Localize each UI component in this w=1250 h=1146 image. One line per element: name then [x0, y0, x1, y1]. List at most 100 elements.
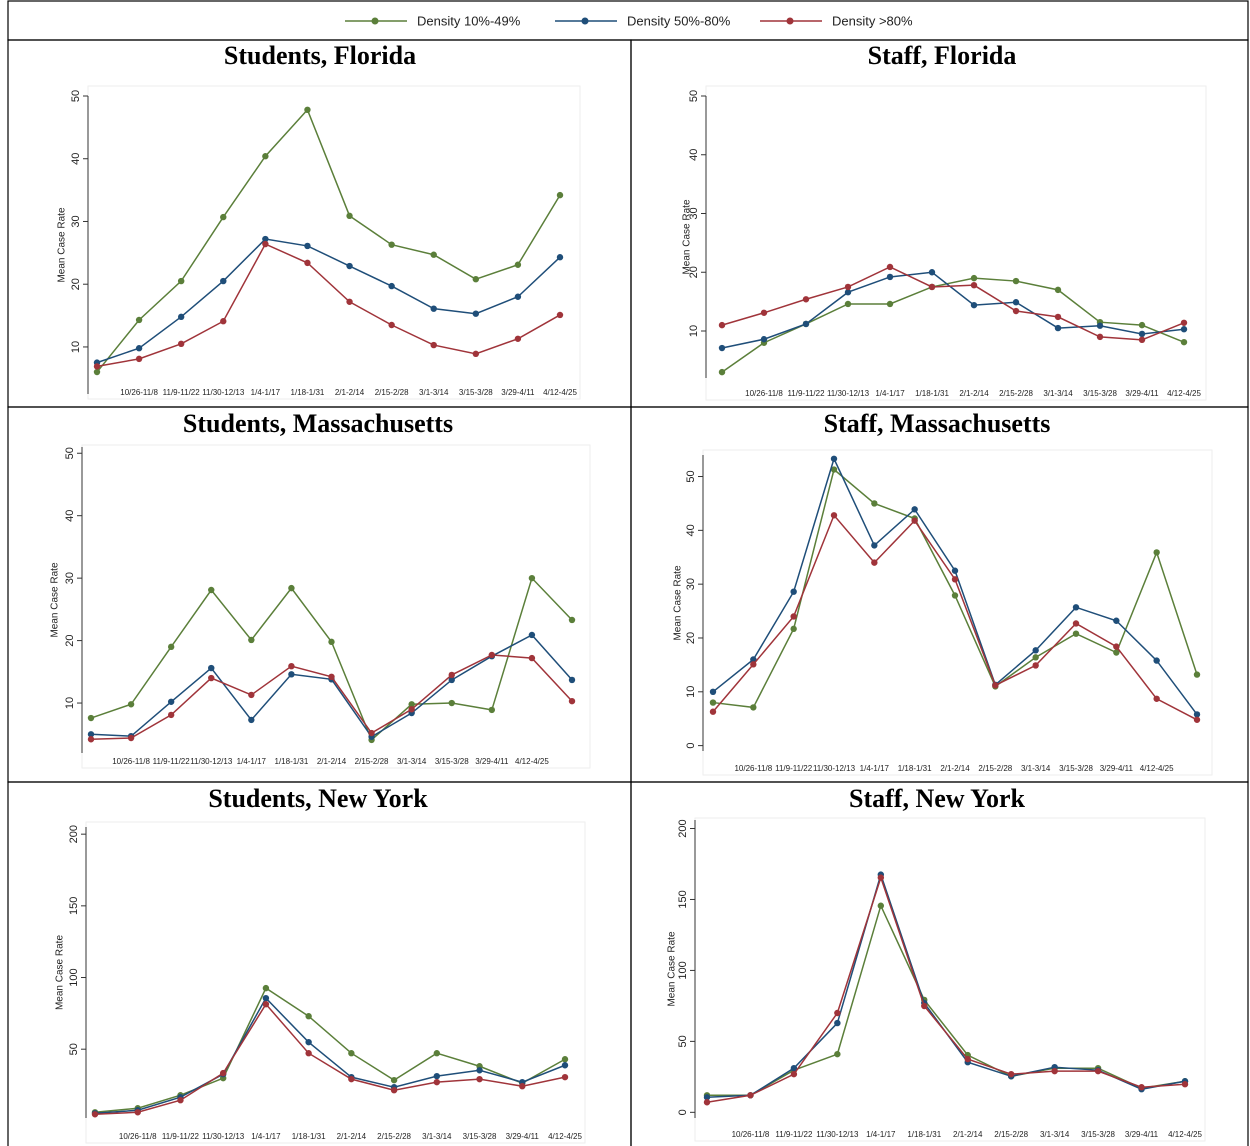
- data-point: [1181, 1081, 1189, 1088]
- data-point: [514, 293, 522, 300]
- panel-cell: [630, 406, 1249, 783]
- panel-cell: [7, 781, 632, 1146]
- data-point: [388, 282, 395, 290]
- data-point: [1153, 695, 1160, 702]
- data-point: [248, 636, 255, 644]
- series-line: Density 10%-49%: [90, 576, 573, 742]
- data-point: [346, 212, 353, 220]
- plot-frame: [694, 817, 1206, 1142]
- data-point: [262, 1000, 270, 1008]
- data-point: [928, 269, 936, 276]
- plot-frame: [85, 821, 586, 1144]
- data-point: [87, 731, 95, 738]
- y-tick-label: 50: [68, 1043, 80, 1055]
- data-point: [177, 340, 185, 348]
- data-point: [877, 874, 885, 881]
- series-line: Density 50%-80%: [712, 456, 1198, 715]
- y-axis-title: Mean Case Rate: [667, 931, 678, 1006]
- chart-title: Students, Florida: [224, 41, 416, 70]
- y-tick-label: 30: [685, 578, 697, 590]
- data-point: [346, 298, 353, 305]
- data-point: [760, 309, 768, 316]
- x-tick-label: 2/15-2/28: [978, 764, 1012, 773]
- data-point: [834, 1050, 841, 1058]
- x-tick-label: 11/30-12/13: [190, 757, 233, 766]
- data-point: [433, 1050, 441, 1057]
- x-tick-label: 3/1-3/14: [1021, 764, 1051, 773]
- data-point: [844, 300, 852, 308]
- series-line: Density 10%-49%: [721, 277, 1185, 373]
- x-tick-label: 4/12-4/25: [1140, 764, 1174, 773]
- series-line: Density >80%: [721, 266, 1185, 341]
- data-point: [750, 704, 757, 711]
- data-point: [750, 656, 757, 663]
- x-tick-label: 1/4-1/17: [875, 389, 905, 398]
- data-point: [328, 638, 335, 646]
- data-point: [1113, 617, 1120, 624]
- data-point: [390, 1086, 398, 1094]
- series-line: Density >80%: [96, 243, 561, 368]
- plot-frame: [702, 449, 1213, 776]
- data-point: [1096, 333, 1104, 341]
- legend-label: Density >80%: [832, 13, 913, 28]
- data-point: [433, 1072, 441, 1080]
- x-tick-label: 2/1-2/14: [317, 757, 347, 766]
- legend-marker: [371, 17, 379, 25]
- data-point: [430, 341, 437, 349]
- data-point: [1054, 324, 1062, 332]
- data-point: [921, 1002, 928, 1010]
- data-point: [514, 335, 522, 342]
- y-axis-title: Mean Case Rate: [50, 562, 61, 637]
- x-tick-label: 1/4-1/17: [237, 757, 267, 766]
- x-tick-label: 11/30-12/13: [202, 1132, 245, 1141]
- y-tick-label: 200: [68, 825, 80, 843]
- data-point: [262, 994, 270, 1002]
- data-point: [886, 300, 894, 308]
- data-point: [177, 1097, 184, 1104]
- data-point: [177, 277, 185, 285]
- data-point: [877, 902, 885, 909]
- y-tick-label: 30: [688, 207, 700, 219]
- data-point: [519, 1082, 526, 1090]
- x-tick-label: 1/18-1/31: [915, 389, 949, 398]
- data-point: [1096, 322, 1104, 329]
- data-point: [305, 1013, 312, 1020]
- data-point: [1180, 319, 1188, 326]
- data-point: [556, 191, 564, 199]
- data-point: [790, 1064, 798, 1072]
- chart-title: Students, New York: [208, 784, 428, 813]
- data-point: [886, 273, 894, 281]
- x-tick-label: 1/4-1/17: [251, 1132, 281, 1141]
- x-tick-label: 2/15-2/28: [355, 757, 389, 766]
- x-tick-label: 2/15-2/28: [375, 388, 409, 397]
- y-tick-label: 30: [64, 572, 76, 584]
- x-tick-label: 4/12-4/25: [543, 388, 577, 397]
- x-tick-label: 2/1-2/14: [337, 1132, 367, 1141]
- data-point: [514, 261, 522, 268]
- data-point: [871, 559, 878, 566]
- data-point: [288, 671, 295, 678]
- x-tick-label: 11/30-12/13: [827, 389, 870, 398]
- data-point: [802, 296, 810, 303]
- data-point: [1138, 336, 1146, 344]
- data-point: [951, 592, 959, 599]
- data-point: [970, 281, 978, 289]
- data-point: [472, 350, 480, 358]
- y-tick-label: 40: [64, 510, 76, 522]
- x-tick-label: 4/12-4/25: [1167, 389, 1201, 398]
- x-tick-label: 3/15-3/28: [1059, 764, 1093, 773]
- data-point: [1012, 299, 1020, 306]
- x-tick-label: 3/1-3/14: [419, 388, 449, 397]
- x-tick-label: 10/26-11/8: [745, 389, 783, 398]
- chart-title: Staff, Florida: [868, 41, 1017, 70]
- data-point: [718, 368, 726, 376]
- series-line: Density 10%-49%: [712, 468, 1198, 709]
- x-tick-label: 1/4-1/17: [860, 764, 890, 773]
- y-tick-label: 20: [685, 632, 697, 644]
- panel-cell: [630, 39, 1249, 408]
- data-point: [871, 500, 878, 507]
- data-point: [834, 1019, 841, 1027]
- y-tick-label: 10: [64, 697, 76, 709]
- data-point: [1180, 326, 1188, 333]
